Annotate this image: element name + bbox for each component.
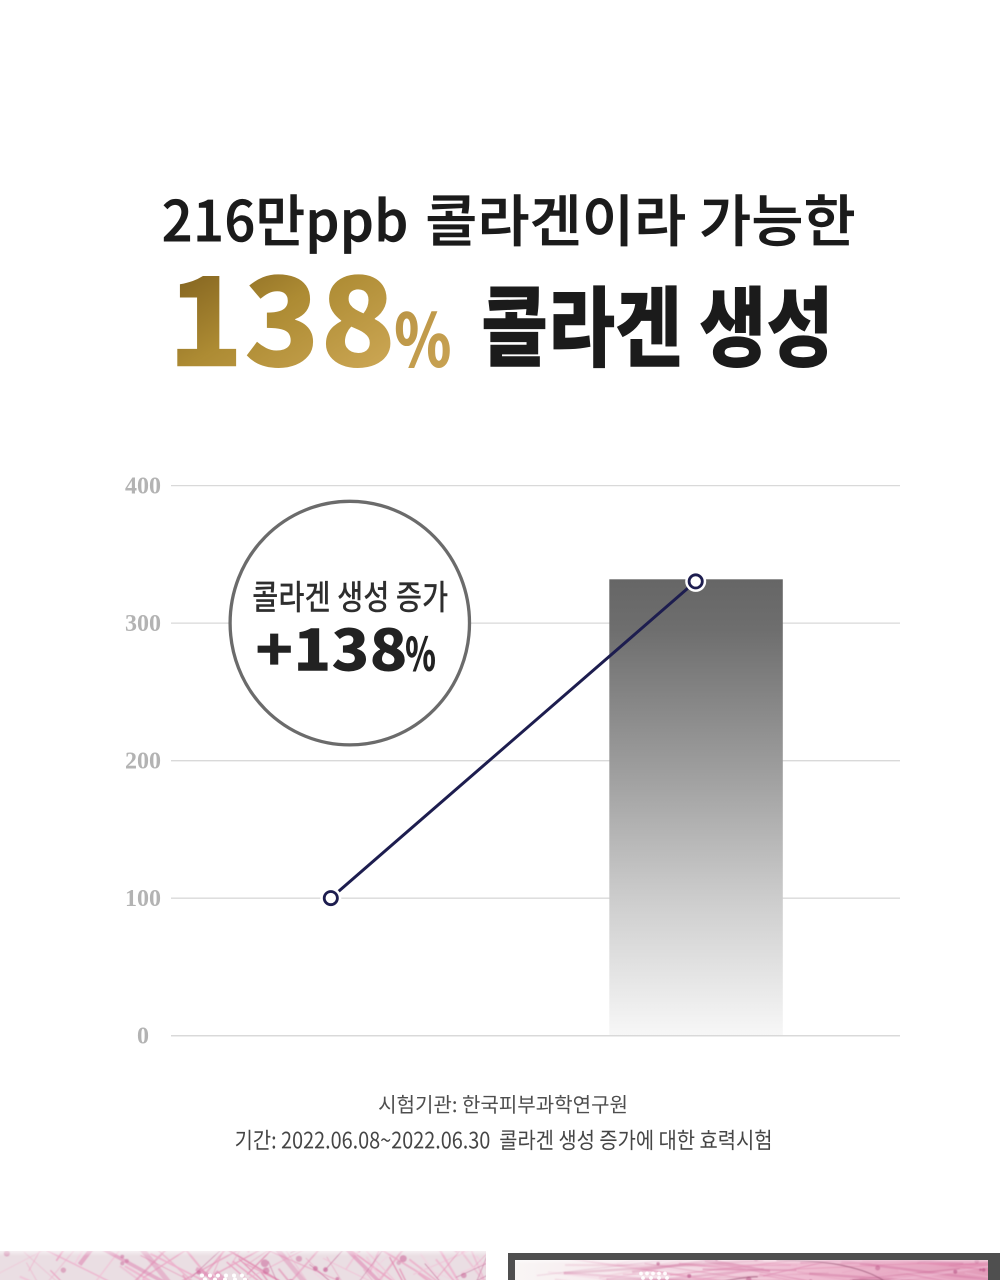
svg-text:300: 300 [125,611,161,637]
svg-text:200: 200 [125,749,161,775]
svg-text:400: 400 [125,474,161,500]
svg-text:100: 100 [125,886,161,912]
svg-text:0: 0 [137,1024,149,1050]
